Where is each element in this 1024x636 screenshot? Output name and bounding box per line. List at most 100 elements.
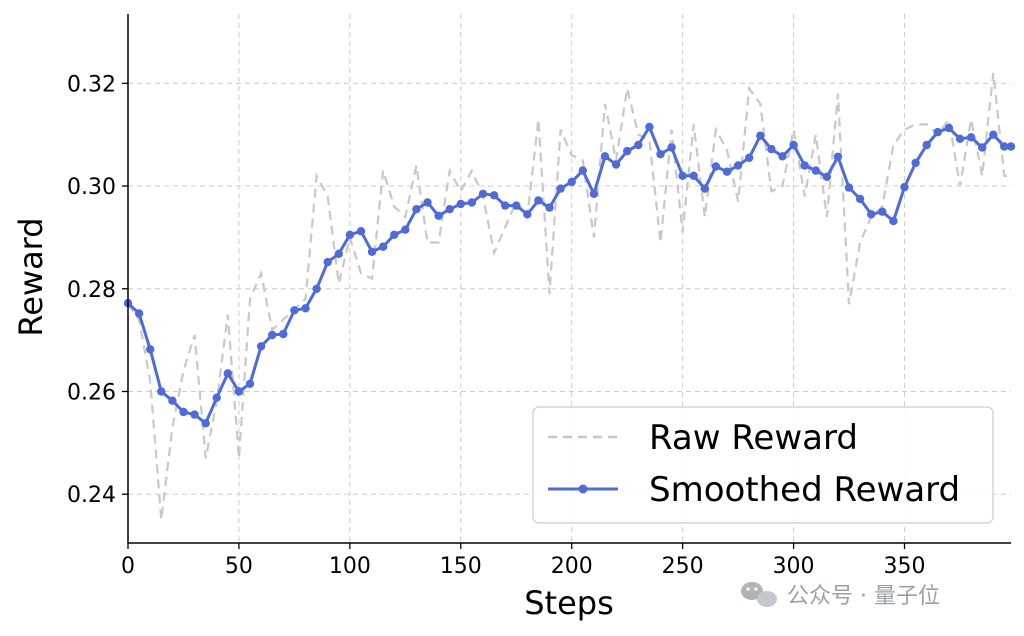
smoothed-reward-point: [867, 210, 876, 219]
axes: [127, 14, 1011, 544]
y-tick-label: 0.30: [67, 175, 116, 200]
smoothed-reward-point: [545, 203, 554, 212]
legend-box: [532, 406, 994, 524]
smoothed-reward-point: [645, 122, 654, 132]
smoothed-reward-point: [567, 177, 576, 187]
smoothed-reward-point: [378, 242, 388, 251]
smoothed-reward-point: [634, 140, 643, 150]
smoothed-reward-point: [423, 198, 432, 207]
x-axis-title: Steps: [524, 584, 614, 622]
smoothed-reward-point: [800, 161, 809, 170]
raw-reward-series: [127, 72, 1011, 521]
smoothed-reward-point: [756, 131, 765, 140]
smoothed-reward-point: [334, 249, 343, 258]
y-tick-label: 0.28: [67, 278, 116, 303]
smoothed-reward-point: [168, 396, 177, 405]
smoothed-reward-point: [456, 199, 465, 209]
watermark-text: 公众号 · 量子位: [787, 584, 940, 609]
smoothed-reward-point: [789, 140, 798, 150]
smoothed-reward-point: [223, 369, 232, 378]
smoothed-reward-point: [445, 205, 454, 214]
smoothed-reward-point: [833, 152, 843, 161]
smoothed-reward-point: [623, 146, 632, 156]
watermark: 公众号 · 量子位: [741, 582, 940, 609]
tick-labels: 0 50 100 150 200 250 300 350 0.24 0.26 0.28 0.30 0.3…: [67, 72, 925, 579]
smoothed-reward-point: [822, 172, 832, 181]
legend-smoothed-reward-marker: [578, 484, 588, 494]
smoothed-reward-point: [855, 194, 865, 204]
smoothed-reward-point: [767, 144, 776, 154]
smoothed-reward-point: [944, 123, 954, 133]
smoothed-reward-point: [501, 201, 510, 210]
smoothed-reward-point: [900, 182, 909, 192]
smoothed-reward-point: [157, 387, 166, 396]
smoothed-reward-point: [955, 134, 965, 143]
x-tick-label: 150: [440, 554, 482, 579]
smoothed-reward-point: [367, 247, 377, 256]
smoothed-reward-point: [722, 167, 732, 176]
x-tick-label: 200: [551, 554, 593, 579]
smoothed-reward-point: [279, 329, 288, 339]
smoothed-reward-point: [201, 419, 210, 428]
smoothed-reward-point: [989, 130, 998, 139]
smoothed-reward-point: [146, 345, 155, 354]
smoothed-reward-point: [489, 191, 499, 200]
smoothed-reward-point: [434, 211, 443, 220]
smoothed-reward-point: [290, 306, 299, 315]
smoothed-reward-point: [412, 205, 421, 214]
y-tick-label: 0.32: [67, 72, 116, 97]
smoothed-reward-point: [611, 160, 621, 169]
smoothed-reward-point: [1000, 142, 1009, 151]
smoothed-reward-point: [534, 196, 543, 205]
smoothed-reward-point: [600, 152, 610, 161]
x-tick-label: 50: [225, 554, 253, 579]
smoothed-reward-point: [345, 230, 355, 239]
x-tick-label: 100: [329, 554, 371, 579]
x-tick-label: 250: [662, 554, 704, 579]
smoothed-reward-point: [256, 342, 266, 351]
smoothed-reward-point: [323, 257, 332, 267]
smoothed-reward-point: [401, 225, 410, 234]
smoothed-reward-point: [933, 127, 942, 137]
smoothed-reward-point: [966, 133, 976, 142]
smoothed-reward-point: [889, 216, 898, 226]
smoothed-reward-point: [512, 201, 521, 210]
wechat-icon: [741, 582, 777, 607]
smoothed-reward-point: [711, 162, 721, 171]
raw-reward-line: [127, 72, 1011, 521]
smoothed-reward-point: [589, 189, 599, 198]
smoothed-reward-point: [190, 410, 199, 419]
smoothed-reward-point: [356, 227, 366, 236]
x-tick-label: 0: [121, 554, 135, 579]
smoothed-reward-point: [1006, 142, 1016, 151]
legend-raw-reward-label: Raw Reward: [649, 418, 858, 458]
smoothed-reward-point: [478, 189, 488, 198]
legend-smoothed-reward-label: Smoothed Reward: [649, 470, 960, 510]
smoothed-reward-point: [689, 171, 698, 180]
x-tick-label: 300: [773, 554, 815, 579]
smoothed-reward-point: [556, 184, 565, 193]
smoothed-reward-point: [700, 184, 709, 193]
smoothed-reward-point: [523, 210, 532, 219]
smoothed-reward-point: [656, 150, 665, 159]
smoothed-reward-point: [922, 140, 931, 150]
smoothed-reward-point: [312, 284, 321, 293]
smoothed-reward-point: [778, 152, 787, 161]
legend: Raw Reward Smoothed Reward: [532, 406, 994, 524]
smoothed-reward-point: [811, 166, 820, 175]
grid-lines: [128, 14, 1011, 543]
smoothed-reward-point: [667, 143, 676, 152]
smoothed-reward-point: [878, 207, 887, 216]
smoothed-reward-point: [245, 379, 255, 388]
smoothed-reward-point: [578, 166, 587, 175]
smoothed-reward-point: [745, 153, 754, 162]
y-tick-label: 0.26: [67, 380, 116, 405]
smoothed-reward-point: [134, 309, 144, 318]
smoothed-reward-point: [301, 304, 310, 313]
smoothed-reward-point: [179, 407, 188, 417]
smoothed-reward-point: [234, 387, 244, 396]
smoothed-reward-point: [844, 183, 854, 192]
smoothed-reward-point: [678, 171, 687, 180]
smoothed-reward-point: [978, 143, 987, 152]
smoothed-reward-point: [467, 198, 477, 207]
